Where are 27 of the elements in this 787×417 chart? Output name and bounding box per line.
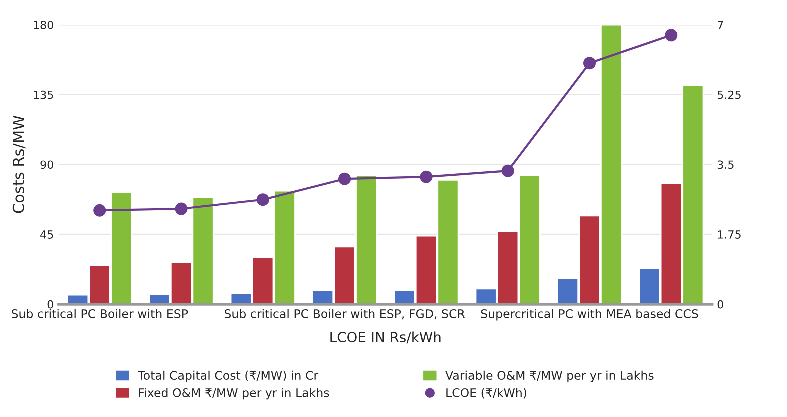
point	[338, 172, 352, 186]
y-tick-label: 45	[40, 230, 54, 239]
x-tick-label: Sub critical PC Boiler with ESP	[12, 309, 188, 318]
y2-tick-label: 5.25	[718, 90, 741, 100]
y-tick-label: 180	[34, 20, 54, 30]
y2-tick-label: 3.5	[718, 160, 734, 170]
y-tick-label: 135	[34, 90, 54, 100]
y2-tick-label: 1.75	[718, 230, 741, 239]
legend-label: LCOE (₹/kWh)	[446, 388, 526, 399]
point	[175, 202, 188, 216]
x-tick-label: Supercritical PC with MEA based CCS	[481, 309, 698, 321]
point	[584, 57, 596, 70]
point	[420, 170, 433, 184]
point	[665, 29, 678, 42]
legend-label: Fixed O&M ₹/MW per yr in Lakhs	[139, 388, 330, 400]
point	[502, 164, 514, 178]
point	[256, 194, 270, 206]
y2-tick-label: 0	[718, 300, 724, 309]
legend-label: Variable O&M ₹/MW per yr in Lakhs	[446, 370, 654, 382]
y2-tick-label: 7	[718, 21, 724, 30]
legend-label: Total Capital Cost (₹/MW) in Cr	[138, 370, 319, 382]
y-axis-title: Costs Rs/MW	[12, 116, 26, 214]
x-tick-label: Sub critical PC Boiler with ESP, FGD, SCR	[224, 309, 466, 320]
y-tick-label: 0	[48, 300, 54, 309]
x-axis-title: LCOE IN Rs/kWh	[330, 332, 441, 344]
y-tick-label: 90	[40, 160, 54, 170]
point	[94, 204, 106, 217]
